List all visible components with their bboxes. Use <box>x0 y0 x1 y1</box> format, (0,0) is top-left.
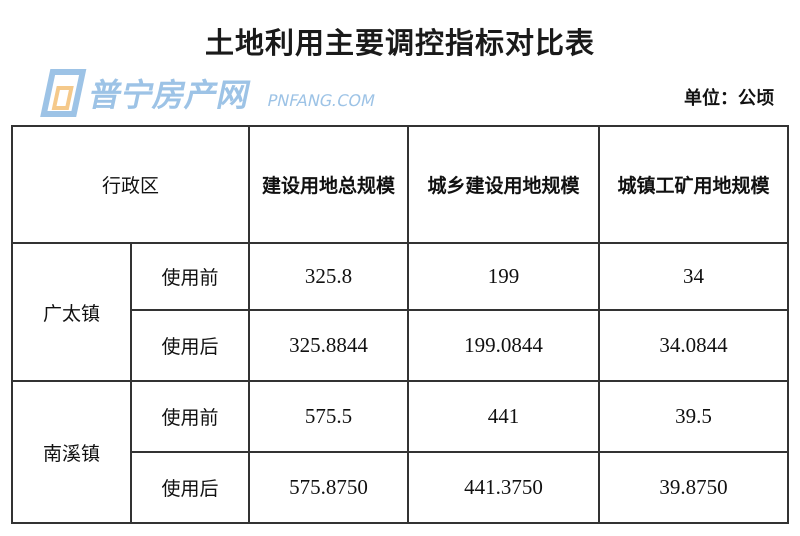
cell-value: 441 <box>407 380 600 453</box>
header-urban-rural: 城乡建设用地规模 <box>407 125 600 244</box>
cell-value: 199.0844 <box>407 309 600 382</box>
cell-value: 325.8 <box>248 242 409 311</box>
page-title: 土地利用主要调控指标对比表 <box>204 26 595 60</box>
watermark-house-icon <box>40 69 87 117</box>
unit-label: 单位：公顷 <box>684 88 774 109</box>
row-label: 使用前 <box>130 380 250 453</box>
header-total-construction: 建设用地总规模 <box>248 125 409 244</box>
cell-value: 441.3750 <box>407 451 600 524</box>
cell-value: 575.8750 <box>248 451 409 524</box>
watermark-text: 普宁房产网 <box>86 76 254 114</box>
cell-value: 34 <box>598 242 789 311</box>
watermark-logo: 普宁房产网 PNFANG.COM <box>40 69 377 117</box>
cell-value: 39.5 <box>598 380 789 453</box>
watermark-subtext: PNFANG.COM <box>266 91 377 110</box>
cell-value: 325.8844 <box>248 309 409 382</box>
table-row: 广太镇 使用前 325.8 199 34 <box>11 242 789 382</box>
table-row: 使用后 325.8844 199.0844 34.0844 <box>12 309 789 382</box>
row-label: 使用后 <box>130 309 250 382</box>
row-label: 使用后 <box>130 451 250 524</box>
cell-value: 199 <box>407 242 600 311</box>
table-row: 使用后 575.8750 441.3750 39.8750 <box>12 451 789 524</box>
comparison-table: 行政区 建设用地总规模 城乡建设用地规模 城镇工矿用地规模 广太镇 使用前 32… <box>11 125 789 524</box>
district-name: 广太镇 <box>11 242 132 382</box>
table-row: 南溪镇 使用前 575.5 441 39.5 <box>11 380 789 524</box>
district-name: 南溪镇 <box>11 380 132 524</box>
cell-value: 575.5 <box>248 380 409 453</box>
cell-value: 39.8750 <box>598 451 789 524</box>
cell-value: 34.0844 <box>598 309 789 382</box>
header-district: 行政区 <box>11 125 250 244</box>
row-label: 使用前 <box>130 242 250 311</box>
header-row: 行政区 建设用地总规模 城乡建设用地规模 城镇工矿用地规模 <box>11 125 789 244</box>
header-urban-industrial: 城镇工矿用地规模 <box>598 125 789 244</box>
